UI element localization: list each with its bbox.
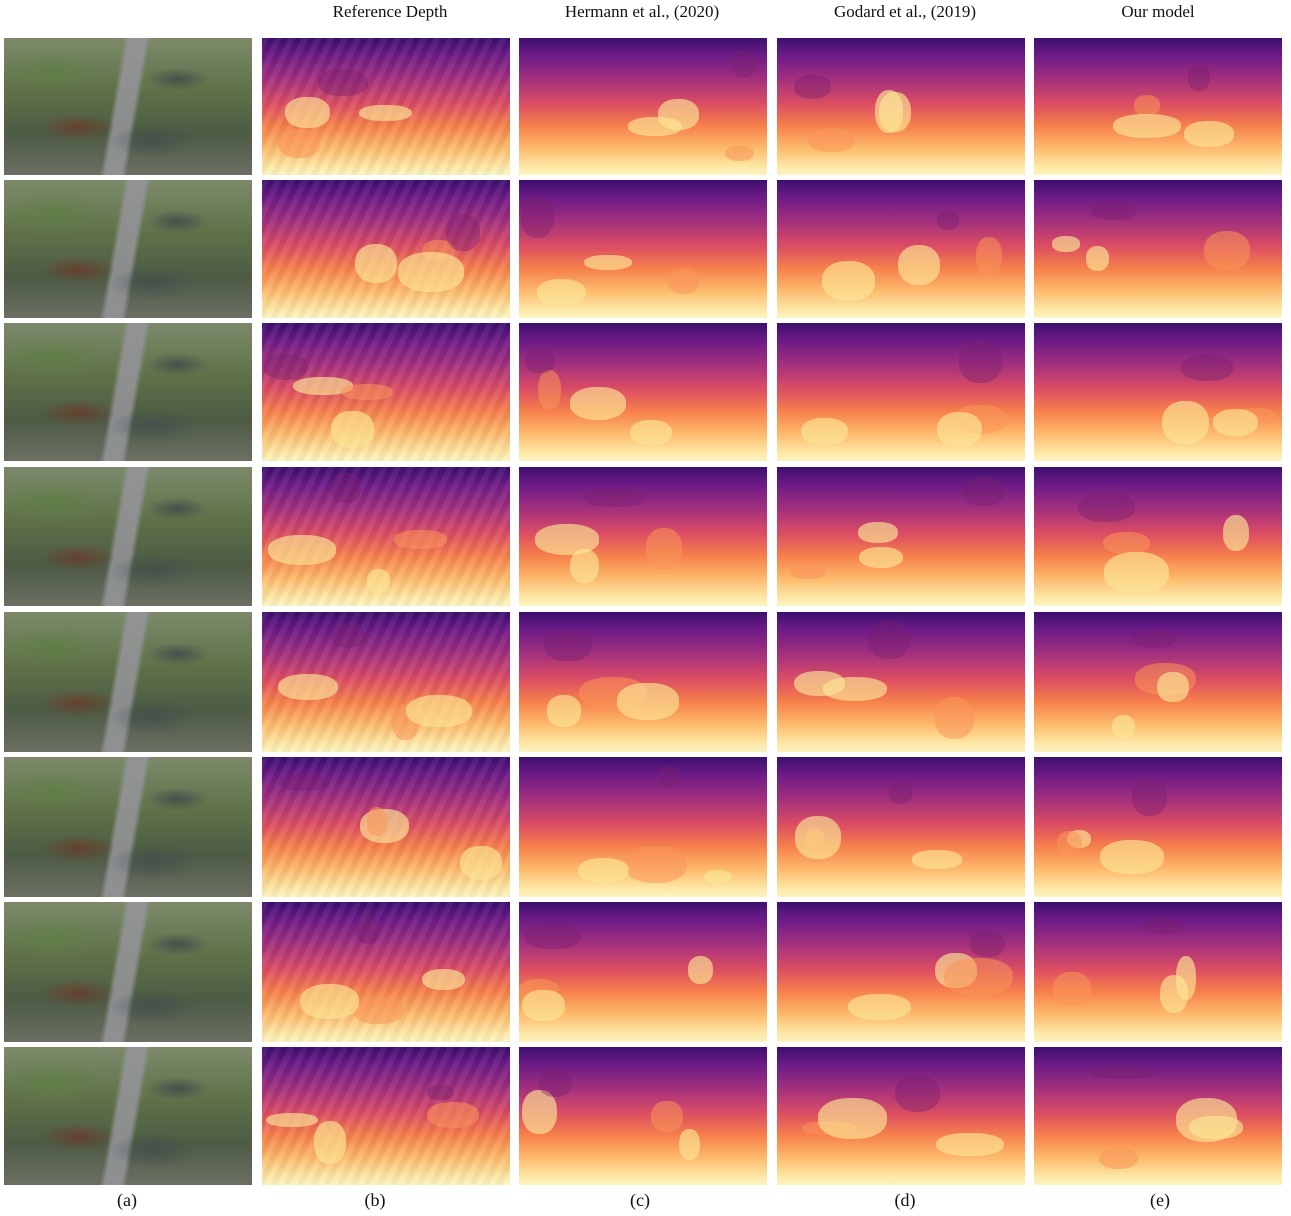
row-3-reference-depth-image	[262, 323, 510, 461]
row-4-hermann-depth-image	[519, 467, 767, 606]
row-2-photo-image	[4, 180, 252, 318]
row-1-godard-depth-image	[777, 38, 1025, 175]
header-reference-depth: Reference Depth	[332, 2, 448, 21]
row-8-photo-image	[4, 1047, 252, 1185]
row-2-hermann-depth-image	[519, 180, 767, 318]
row-1-photo-image	[4, 38, 252, 175]
row-2-our-model-depth-image	[1034, 180, 1282, 318]
subfigure-label-b: (b)	[364, 1190, 386, 1210]
subfigure-label-c: (c)	[630, 1190, 650, 1210]
header-hermann: Hermann et al., (2020)	[564, 2, 720, 21]
header-godard: Godard et al., (2019)	[833, 2, 977, 21]
row-5-reference-depth-image	[262, 612, 510, 752]
row-6-photo-image	[4, 757, 252, 897]
row-8-our-model-depth-image	[1034, 1047, 1282, 1185]
row-3-our-model-depth-image	[1034, 323, 1282, 461]
row-5-godard-depth-image	[777, 612, 1025, 752]
row-3-godard-depth-image	[777, 323, 1025, 461]
subfigure-label-d: (d)	[894, 1190, 916, 1210]
row-8-reference-depth-image	[262, 1047, 510, 1185]
row-4-reference-depth-image	[262, 467, 510, 606]
subfigure-label-e: (e)	[1150, 1190, 1170, 1210]
row-7-reference-depth-image	[262, 902, 510, 1042]
row-6-our-model-depth-image	[1034, 757, 1282, 897]
row-2-reference-depth-image	[262, 180, 510, 318]
row-1-reference-depth-image	[262, 38, 510, 175]
row-5-our-model-depth-image	[1034, 612, 1282, 752]
row-6-godard-depth-image	[777, 757, 1025, 897]
row-7-photo-image	[4, 902, 252, 1042]
row-3-photo-image	[4, 323, 252, 461]
row-7-our-model-depth-image	[1034, 902, 1282, 1042]
row-8-godard-depth-image	[777, 1047, 1025, 1185]
subfigure-label-a: (a)	[117, 1190, 137, 1210]
row-4-our-model-depth-image	[1034, 467, 1282, 606]
row-6-hermann-depth-image	[519, 757, 767, 897]
row-1-hermann-depth-image	[519, 38, 767, 175]
row-1-our-model-depth-image	[1034, 38, 1282, 175]
row-7-hermann-depth-image	[519, 902, 767, 1042]
row-4-photo-image	[4, 467, 252, 606]
row-5-hermann-depth-image	[519, 612, 767, 752]
row-3-hermann-depth-image	[519, 323, 767, 461]
row-4-godard-depth-image	[777, 467, 1025, 606]
row-8-hermann-depth-image	[519, 1047, 767, 1185]
row-6-reference-depth-image	[262, 757, 510, 897]
header-our-model: Our model	[1121, 2, 1195, 21]
row-7-godard-depth-image	[777, 902, 1025, 1042]
row-2-godard-depth-image	[777, 180, 1025, 318]
row-5-photo-image	[4, 612, 252, 752]
